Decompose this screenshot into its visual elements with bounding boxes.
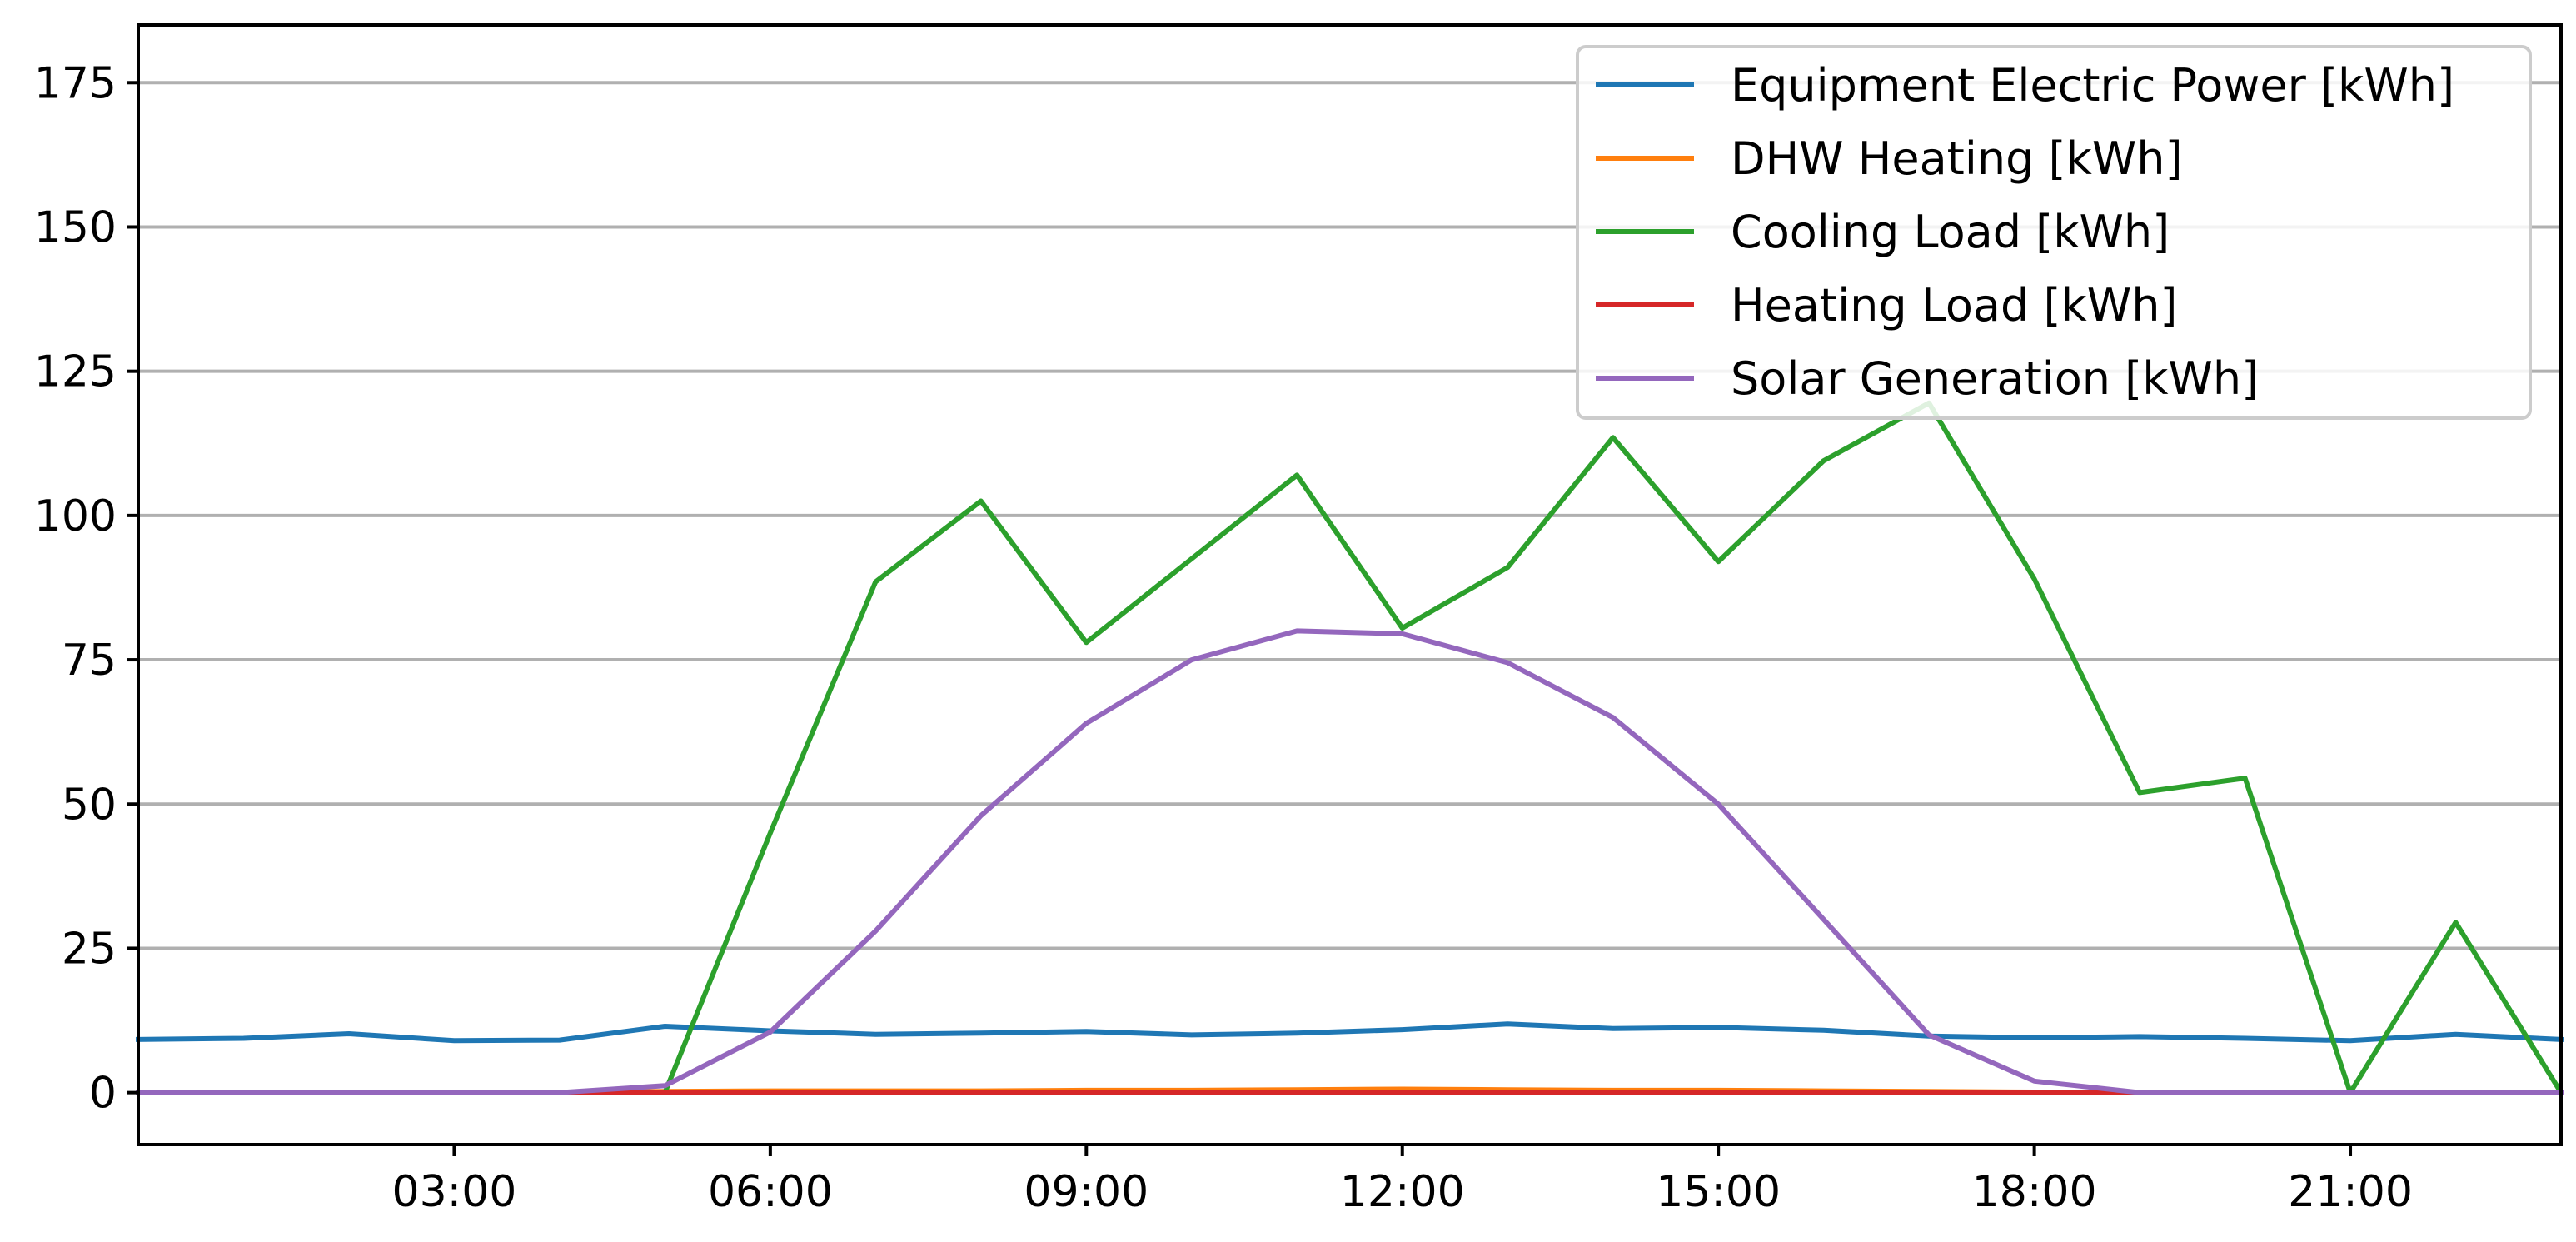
y-tick-label: 125: [34, 347, 117, 397]
plot-area-frame: [137, 23, 2563, 1146]
legend-box: [1576, 45, 2532, 420]
y-tick-label: 75: [62, 636, 117, 686]
y-tick-label: 175: [34, 58, 117, 108]
x-tick-label: 18:00: [1972, 1167, 2097, 1217]
gridlines: [138, 81, 2561, 1095]
legend-label: Solar Generation [kWh]: [1731, 352, 2259, 405]
legend-label: Equipment Electric Power [kWh]: [1731, 59, 2454, 112]
y-tick-label: 50: [62, 780, 117, 830]
x-tick-label: 15:00: [1656, 1167, 1781, 1217]
x-tick-label: 03:00: [392, 1167, 517, 1217]
x-axis: 03:00 06:00 09:00 12:00 15:00 18:00 21:00: [392, 1145, 2413, 1217]
x-tick-label: 06:00: [708, 1167, 833, 1217]
legend-label: Heating Load [kWh]: [1731, 279, 2178, 332]
legend: Equipment Electric Power [kWh] DHW Heatin…: [1576, 45, 2532, 420]
legend-label: Cooling Load [kWh]: [1731, 206, 2170, 258]
x-tick-label: 09:00: [1024, 1167, 1148, 1217]
series-line-3: [136, 400, 2565, 1096]
y-tick-label: 100: [34, 491, 117, 541]
series-line-5: [136, 628, 2564, 1095]
series-line-1: [135, 1021, 2564, 1044]
x-tick-label: 21:00: [2288, 1167, 2413, 1217]
legend-label: DHW Heating [kWh]: [1731, 132, 2183, 185]
y-tick-label: 25: [62, 924, 117, 974]
series-lines: [135, 400, 2565, 1096]
y-tick-label: 0: [89, 1069, 117, 1119]
x-tick-label: 12:00: [1340, 1167, 1465, 1217]
y-tick-label: 150: [34, 202, 117, 252]
y-axis: 0 25 50 75 100 125 150 175: [34, 58, 138, 1119]
